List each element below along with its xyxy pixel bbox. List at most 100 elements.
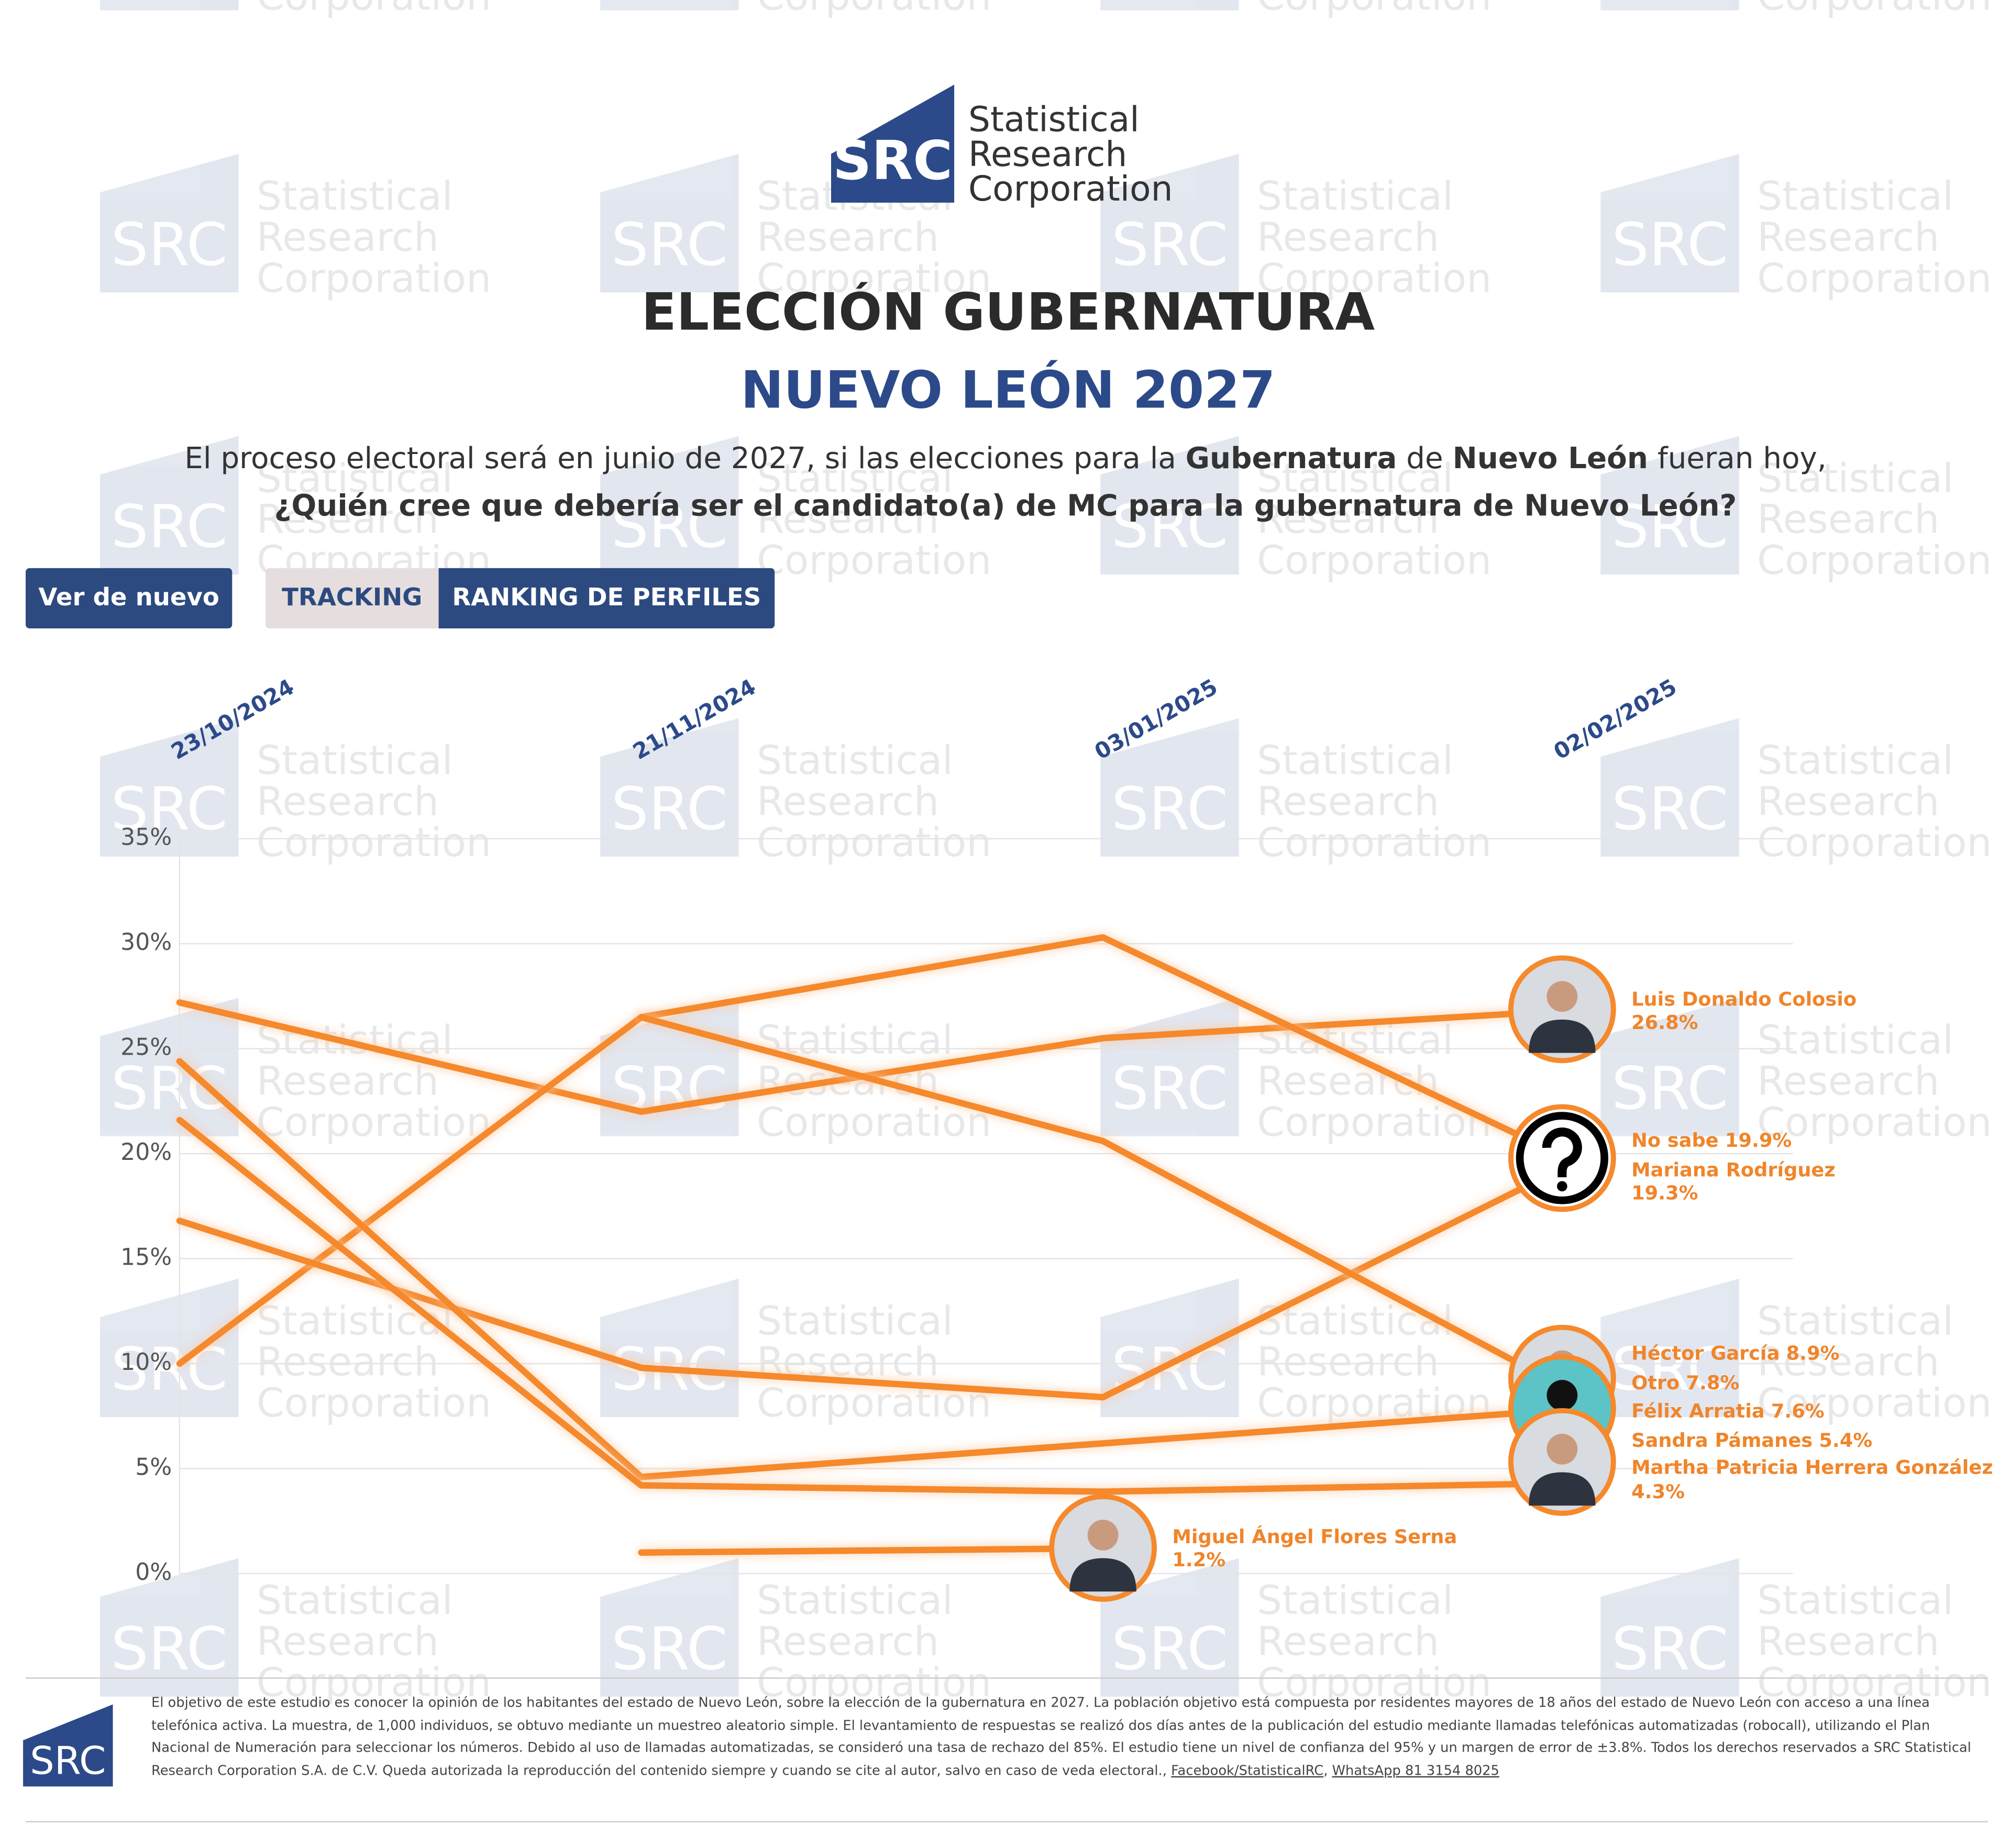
watermark-text: Research	[757, 779, 939, 825]
watermark-text: Corporation	[1257, 1659, 1491, 1706]
watermark-text: Research	[757, 1339, 939, 1385]
tab[interactable]: TRACKING	[265, 568, 439, 629]
watermark-text: Statistical	[1257, 1017, 1453, 1063]
watermark-shape	[600, 153, 739, 293]
watermark-text: Statistical	[257, 1577, 453, 1623]
watermark-shape	[1600, 1558, 1739, 1697]
watermark-text: Statistical	[1257, 455, 1453, 501]
watermark-mark: SRC	[1611, 492, 1728, 561]
watermark-shape	[1100, 153, 1239, 293]
watermark-shape	[1600, 998, 1739, 1136]
logo-mark: SRC	[30, 1739, 106, 1783]
watermark-text: Statistical	[1757, 737, 1953, 783]
footer-logo: SRC	[23, 1704, 113, 1787]
logo: SRC Statistical Research Corporation	[831, 84, 1173, 209]
watermark-text: Statistical	[257, 1298, 453, 1344]
watermark-text: Corporation	[257, 1659, 491, 1706]
watermark-text: Research	[257, 1058, 439, 1104]
watermark-text: Corporation	[1757, 1380, 1992, 1426]
watermark-mark: SRC	[111, 1335, 228, 1404]
watermark-text: Corporation	[757, 1380, 991, 1426]
divider	[25, 1677, 1988, 1679]
watermark-text: Statistical	[757, 455, 953, 501]
watermark-text: Corporation	[257, 0, 491, 19]
watermark-text: Statistical	[757, 737, 953, 783]
watermark-text: Research	[257, 496, 439, 543]
logo-text: Statistical	[968, 99, 1140, 140]
watermark-mark: SRC	[111, 1614, 228, 1684]
watermark-text: Corporation	[1757, 0, 1992, 19]
watermark-shape	[600, 1558, 739, 1697]
watermark-text: Corporation	[257, 255, 491, 301]
watermark-text: Research	[1257, 1339, 1439, 1385]
watermark-text: Research	[1257, 1619, 1439, 1665]
watermark-shape	[1600, 153, 1739, 293]
footer-text: El objetivo de este estudio es conocer l…	[151, 1695, 1971, 1778]
chart-title: ELECCIÓN GUBERNATURA	[642, 281, 1375, 342]
watermark-text: Statistical	[1257, 1298, 1453, 1344]
watermark-text: Research	[257, 214, 439, 260]
watermark-mark: SRC	[1111, 492, 1228, 561]
watermark-text: Statistical	[757, 1298, 953, 1344]
watermark-mark: SRC	[1611, 210, 1728, 279]
text: de	[1397, 442, 1453, 476]
watermark-text: Corporation	[757, 820, 991, 866]
replay-button[interactable]: Ver de nuevo	[25, 568, 233, 629]
logo-shape	[23, 1704, 113, 1787]
watermark-mark: SRC	[1611, 1054, 1728, 1123]
watermark-text: Statistical	[1757, 1017, 1953, 1063]
watermark-text: Research	[1257, 1058, 1439, 1104]
watermark-text: Corporation	[1757, 1099, 1992, 1145]
watermark-mark: SRC	[1111, 1335, 1228, 1404]
watermark-text: Corporation	[1757, 1659, 1992, 1706]
watermark-text: Statistical	[1757, 173, 1953, 219]
watermark-text: Statistical	[257, 737, 453, 783]
watermark-shape	[1600, 1278, 1739, 1418]
watermark-mark: SRC	[1611, 774, 1728, 843]
watermark-mark: SRC	[611, 492, 728, 561]
watermark-text: Statistical	[1257, 737, 1453, 783]
watermark-text: Research	[1757, 1339, 1939, 1385]
watermark-text: Corporation	[1757, 820, 1992, 866]
link[interactable]: Facebook/StatisticalRC	[1171, 1763, 1324, 1778]
watermark-mark: SRC	[611, 1054, 728, 1123]
watermark-text: Statistical	[1257, 173, 1453, 219]
watermark-text: Statistical	[757, 1017, 953, 1063]
tab[interactable]: RANKING DE PERFILES	[438, 568, 775, 629]
watermark-shape	[1600, 718, 1739, 857]
watermark-text: Corporation	[757, 255, 991, 301]
watermark-text: Statistical	[757, 1577, 953, 1623]
watermark-text: Research	[1757, 214, 1939, 260]
watermark-text: Statistical	[1757, 1577, 1953, 1623]
watermark-text: Research	[1257, 779, 1439, 825]
watermark-text: Corporation	[757, 1659, 991, 1706]
watermark-shape	[1600, 436, 1739, 575]
chart-subtitle: NUEVO LEÓN 2027	[741, 360, 1275, 420]
logo-shape	[831, 84, 955, 203]
watermark-text: Research	[1757, 779, 1939, 825]
link[interactable]: WhatsApp 81 3154 8025	[1332, 1763, 1499, 1778]
watermark-text: Corporation	[1757, 255, 1992, 301]
watermark-text: Statistical	[1757, 455, 1953, 501]
logo-text: Corporation	[968, 169, 1173, 209]
watermark-text: Research	[1257, 496, 1439, 543]
